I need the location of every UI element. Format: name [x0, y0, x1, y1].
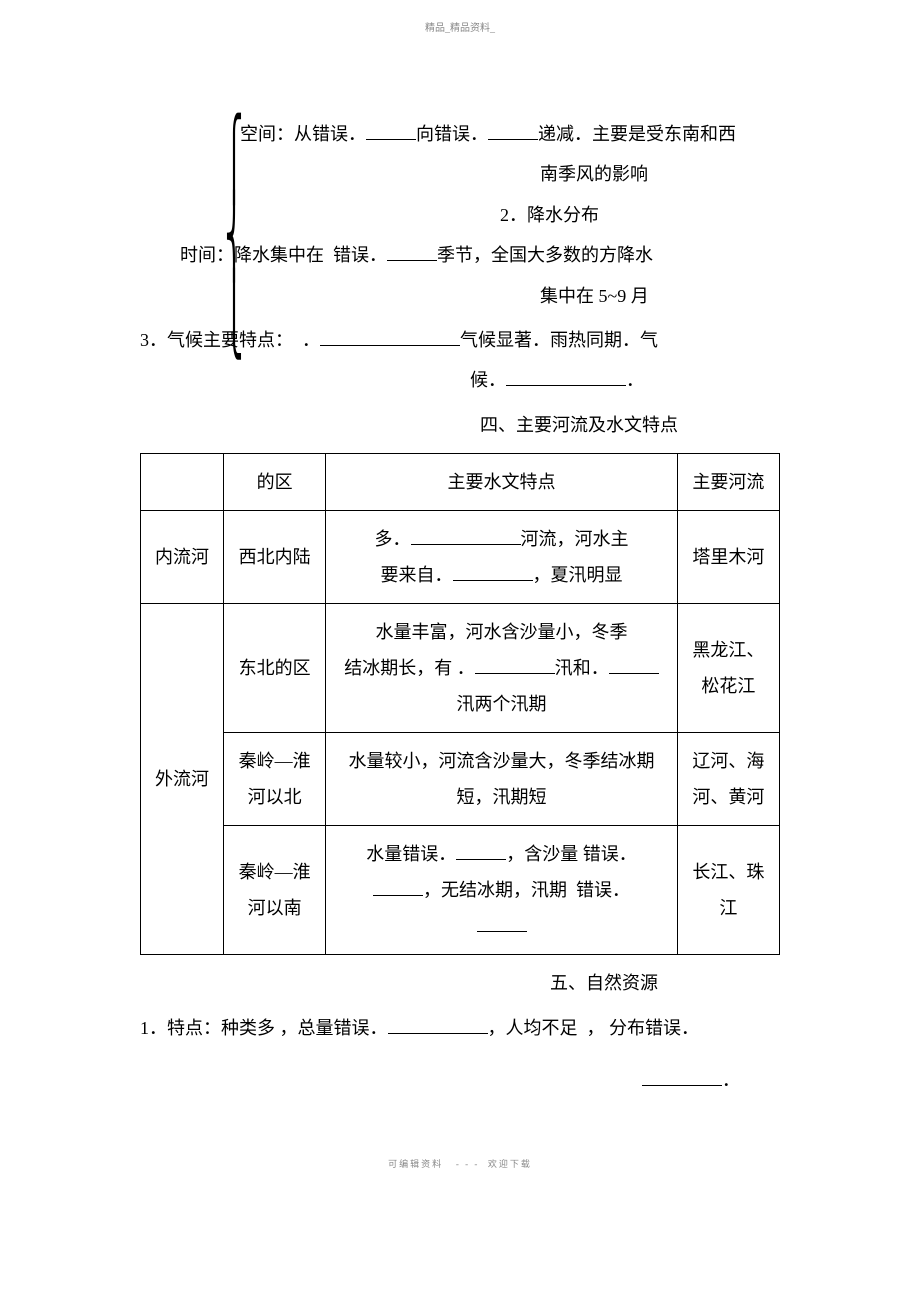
- text-time2: 集中在 5~9 月: [540, 286, 649, 306]
- blank-field: [387, 243, 437, 261]
- text-monsoon: 南季风的影响: [540, 164, 648, 184]
- text: 水量错误．: [366, 844, 456, 864]
- text: ，人均不足 ， 分布错误．: [488, 1018, 700, 1038]
- text: 要来自．: [381, 565, 453, 585]
- blank-field: [609, 656, 659, 674]
- header-region: 的区: [224, 454, 326, 511]
- text: 汛两个汛期: [457, 694, 547, 714]
- cell-ne-feature: 水量丰富，河水含沙量小，冬季 结冰期长，有 ． 汛和． 汛两个汛期: [326, 604, 677, 733]
- blank-field: [488, 122, 538, 140]
- section5-item1: 1．特点：种类多 ，总量错误． ，人均不足 ， 分布错误．: [140, 1012, 780, 1044]
- cell-ne-region: 东北的区: [224, 604, 326, 733]
- cell-inland-category: 内流河: [141, 511, 224, 604]
- section5-item1-trailing: ．: [140, 1064, 780, 1096]
- cell-north-region: 秦岭—淮河以北: [224, 733, 326, 826]
- blank-field: [373, 878, 423, 896]
- cell-south-rivers: 长江、珠江: [677, 826, 779, 955]
- page-footer: 可编辑资料 - - - 欢迎下载: [140, 1156, 780, 1172]
- section4-title: 四、主要河流及水文特点: [140, 409, 780, 441]
- text: ，含沙量 错误．: [506, 844, 637, 864]
- text-climate-mid: 气候显著．雨热同期．气: [460, 330, 658, 350]
- table-row: 秦岭—淮河以北 水量较小，河流含沙量大，冬季结冰期短，汛期短 辽河、海河、黄河: [141, 733, 780, 826]
- blank-field: [642, 1068, 722, 1086]
- blank-field: [320, 328, 460, 346]
- cell-south-region: 秦岭—淮河以南: [224, 826, 326, 955]
- cell-ne-rivers: 黑龙江、松花江: [677, 604, 779, 733]
- text: ．: [722, 1070, 740, 1090]
- rivers-table: 的区 主要水文特点 主要河流 内流河 西北内陆 多． 河流，河水主 要来自． ，夏汛…: [140, 453, 780, 955]
- blank-field: [477, 914, 527, 932]
- text: 1．特点：种类多 ，总量错误．: [140, 1018, 388, 1038]
- blank-field: [453, 563, 533, 581]
- page-header: 精品_精品资料_: [140, 20, 780, 38]
- left-brace-icon: ⎧⎨⎩: [225, 120, 243, 354]
- blank-field: [366, 122, 416, 140]
- header-blank: [141, 454, 224, 511]
- text: 河流，河水主: [521, 529, 629, 549]
- blank-field: [388, 1016, 488, 1034]
- cell-south-feature: 水量错误． ，含沙量 错误． ，无结冰期，汛期 错误．: [326, 826, 677, 955]
- blank-field: [411, 527, 521, 545]
- text-item2: 2．降水分布: [500, 205, 599, 225]
- cell-inland-feature: 多． 河流，河水主 要来自． ，夏汛明显: [326, 511, 677, 604]
- text: 多．: [375, 529, 411, 549]
- section5-title: 五、自然资源: [140, 967, 780, 999]
- item3-line2: 候． ．: [140, 364, 780, 396]
- text-climate-suffix: ．: [626, 370, 644, 390]
- text-space-mid: 向错误．: [416, 124, 488, 144]
- cell-inland-region: 西北内陆: [224, 511, 326, 604]
- cell-inland-rivers: 塔里木河: [677, 511, 779, 604]
- precipitation-section: ⎧⎨⎩ 空间：从错误．向错误．递减．主要是受东南和西 南季风的影响: [140, 118, 780, 191]
- table-row: 秦岭—淮河以南 水量错误． ，含沙量 错误． ，无结冰期，汛期 错误． 长江、珠江: [141, 826, 780, 955]
- header-rivers: 主要河流: [677, 454, 779, 511]
- blank-field: [456, 842, 506, 860]
- cell-north-rivers: 辽河、海河、黄河: [677, 733, 779, 826]
- text-climate-line2-prefix: 候．: [470, 370, 506, 390]
- document-body: ⎧⎨⎩ 空间：从错误． 向错误． 递减．主要是受东南和西 南季风的影响 2．降水分布…: [140, 118, 780, 1096]
- text: 汛和．: [555, 658, 609, 678]
- space-distribution-line1: 空间：从错误． 向错误． 递减．主要是受东南和西: [240, 118, 780, 150]
- text: 水量丰富，河水含沙量小，冬季: [376, 622, 628, 642]
- text: ，夏汛明显: [533, 565, 623, 585]
- text-space-end: 递减．主要是受东南和西: [538, 124, 736, 144]
- blank-field: [506, 368, 626, 386]
- table-header-row: 的区 主要水文特点 主要河流: [141, 454, 780, 511]
- text: ，无结冰期，汛期 错误．: [423, 880, 630, 900]
- cell-outland-category: 外流河: [141, 604, 224, 955]
- cell-north-feature: 水量较小，河流含沙量大，冬季结冰期短，汛期短: [326, 733, 677, 826]
- table-row: 内流河 西北内陆 多． 河流，河水主 要来自． ，夏汛明显 塔里木河: [141, 511, 780, 604]
- header-features: 主要水文特点: [326, 454, 677, 511]
- table-row: 外流河 东北的区 水量丰富，河水含沙量小，冬季 结冰期长，有 ．汛和． 汛两个汛…: [141, 604, 780, 733]
- blank-field: [475, 656, 555, 674]
- text-time-end: 季节，全国大多数的方降水: [437, 245, 653, 265]
- text-time-prefix: 时间：降水集中在 错误．: [180, 245, 387, 265]
- text-space-prefix: 空间：从错误．: [240, 124, 366, 144]
- space-distribution-line2: 南季风的影响: [240, 158, 780, 190]
- text: 结冰期长，有 ．: [344, 658, 475, 678]
